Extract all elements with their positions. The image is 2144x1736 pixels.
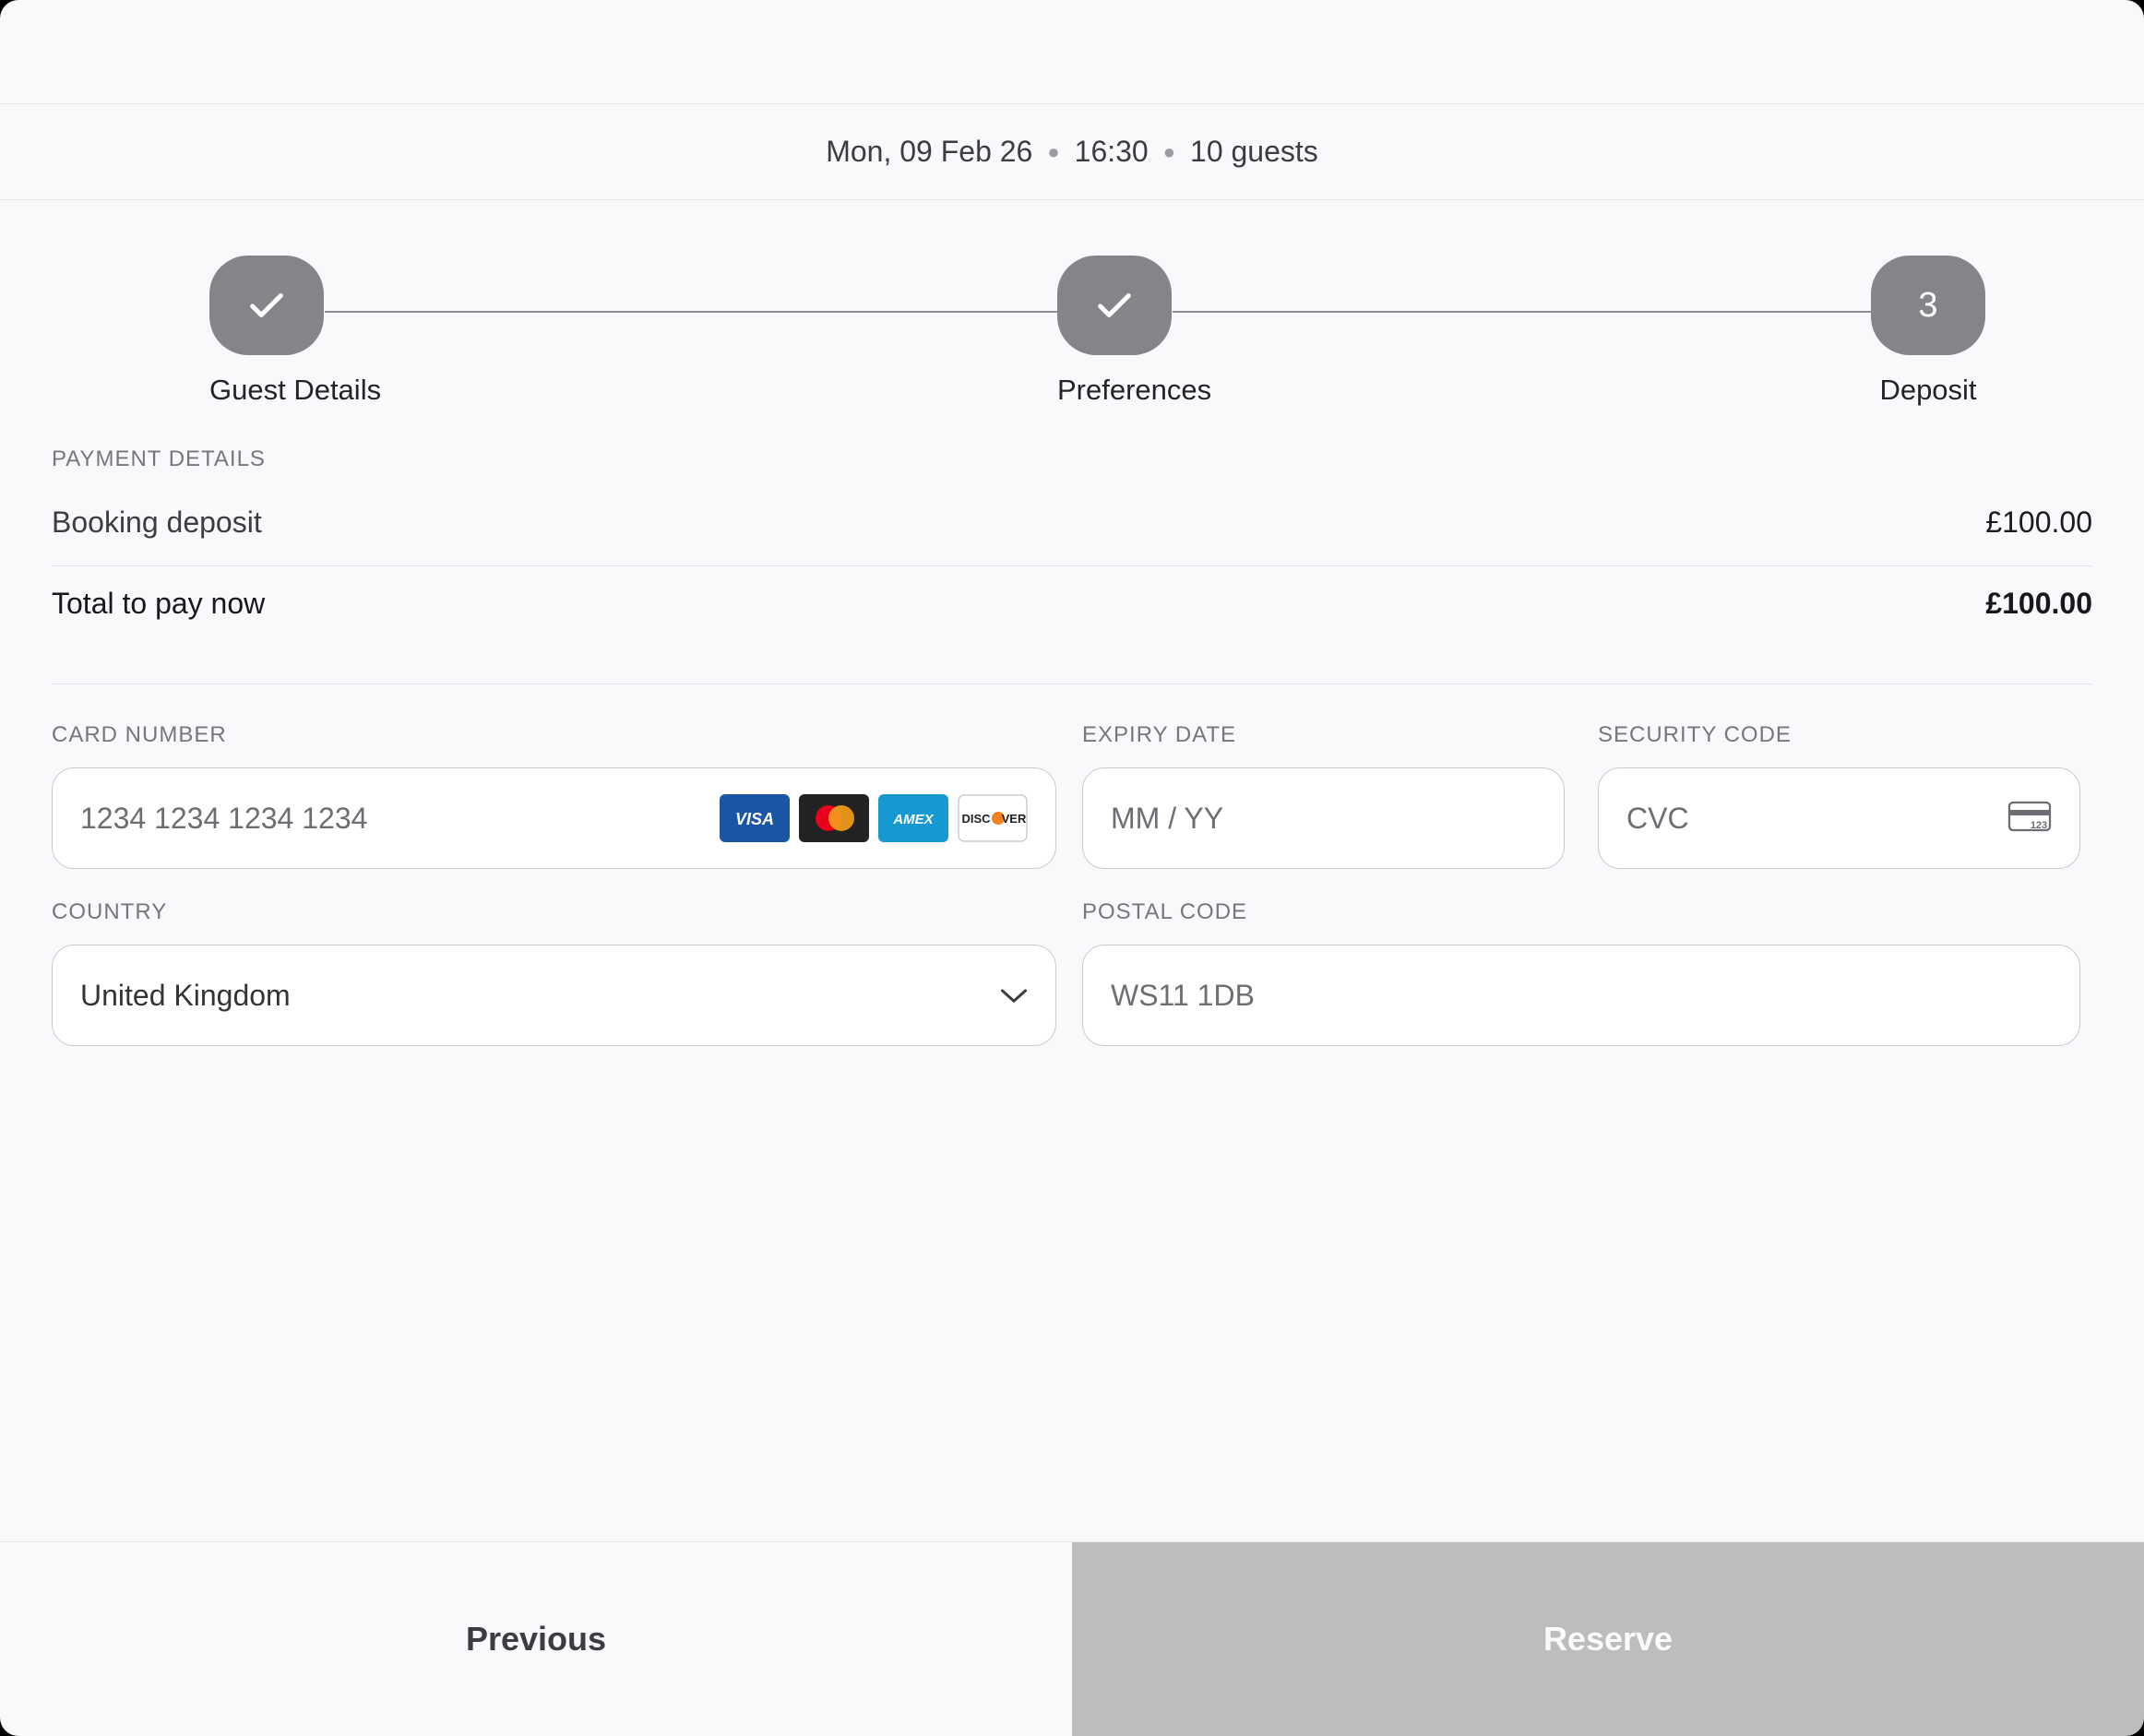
svg-text:VER: VER <box>1002 812 1027 826</box>
svg-text:DISC: DISC <box>961 812 991 826</box>
svg-text:123: 123 <box>2031 820 2047 831</box>
svg-text:VISA: VISA <box>735 810 774 828</box>
svg-text:AMEX: AMEX <box>892 812 934 827</box>
